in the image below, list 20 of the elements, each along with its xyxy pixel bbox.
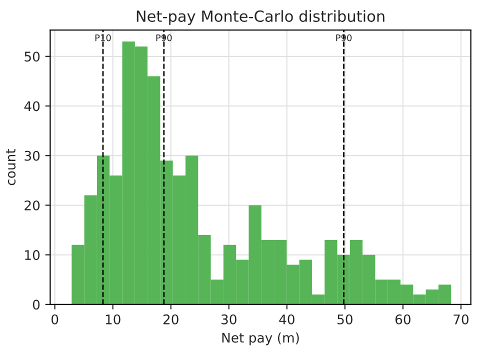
ref-line-label: P90	[156, 34, 172, 42]
x-tick-label: 70	[454, 314, 468, 324]
ref-line-label: P10	[95, 34, 111, 42]
y-tick-label: 20	[24, 200, 40, 210]
x-tick-label: 10	[106, 314, 120, 324]
x-tick-label: 0	[52, 314, 58, 324]
y-tick-label: 10	[25, 250, 40, 260]
chart-title: Net-pay Monte-Carlo distribution	[136, 10, 384, 25]
ref-line-label: P90	[336, 34, 352, 42]
y-tick-label: 30	[24, 150, 40, 161]
x-axis-title: Net pay (m)	[222, 332, 299, 346]
x-tick-label: 40	[279, 314, 294, 324]
y-tick-label: 40	[24, 101, 40, 112]
y-tick-label: 0	[32, 300, 40, 310]
x-tick-label: 50	[338, 314, 352, 324]
x-tick-label: 30	[222, 314, 236, 324]
x-tick-label: 20	[163, 314, 178, 324]
x-tick-label: 60	[395, 314, 410, 324]
y-tick-label: 50	[24, 52, 40, 62]
y-axis-title: count	[6, 148, 16, 186]
